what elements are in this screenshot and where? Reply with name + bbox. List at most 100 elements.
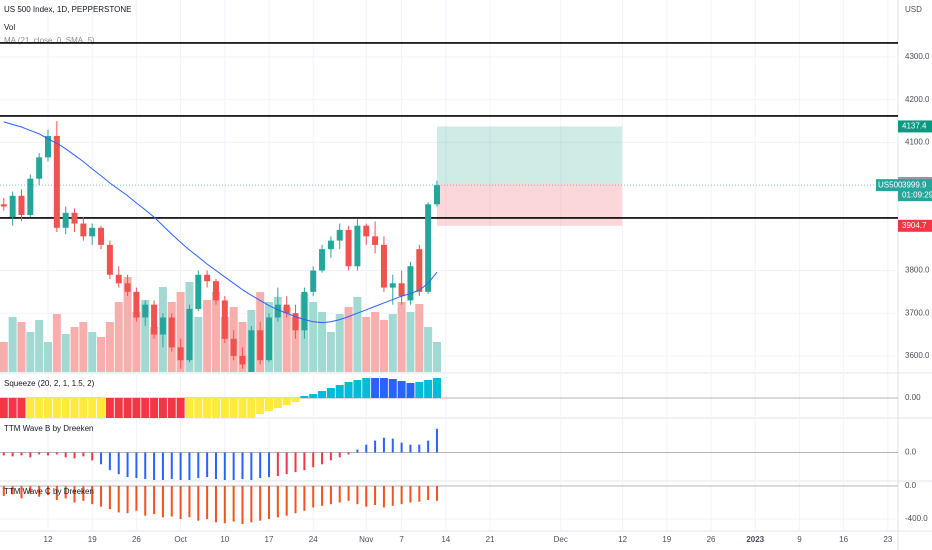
indicator-bar	[176, 398, 185, 418]
indicator-bar	[100, 486, 103, 507]
indicator-bar	[282, 398, 291, 405]
indicator-bar	[194, 398, 203, 418]
candle-body	[416, 249, 423, 292]
indicator-bar	[303, 452, 306, 471]
indicator-bar	[167, 398, 176, 418]
candle-body	[151, 304, 158, 335]
indicator-bar	[276, 452, 279, 477]
volume-bar	[211, 292, 220, 372]
x-tick-label: Nov	[359, 535, 373, 544]
volume-bar	[335, 314, 344, 372]
indicator-bar	[273, 398, 282, 408]
volume-bar	[52, 314, 61, 372]
volume-bar	[203, 300, 212, 372]
indicator-bar	[329, 452, 332, 461]
indicator-bar	[294, 452, 297, 473]
indicator-bar	[268, 452, 271, 478]
volume-bar	[17, 322, 26, 372]
x-tick-label: 19	[88, 535, 97, 544]
volume-bar	[8, 317, 17, 372]
indicator-bar	[38, 486, 41, 497]
indicator-bar	[371, 378, 380, 398]
volume-bar	[79, 322, 88, 372]
indicator-bar	[321, 452, 324, 465]
indicator-bar	[44, 398, 53, 418]
indicator-bar	[108, 486, 111, 510]
pane-title: TTM Wave C by Dreeken	[4, 487, 94, 496]
volume-bar	[424, 327, 433, 372]
indicator-bar	[276, 486, 279, 518]
x-tick-label: 12	[618, 535, 627, 544]
indicator-bar	[105, 398, 114, 418]
position-target-zone	[436, 126, 622, 183]
indicator-bar	[223, 486, 226, 524]
candle-body	[398, 283, 405, 297]
indicator-bar	[347, 452, 350, 455]
symbol-box	[876, 179, 898, 192]
volume-bar	[132, 312, 141, 372]
indicator-bar	[285, 486, 288, 516]
indicator-bar	[374, 486, 377, 505]
candle-body	[89, 227, 96, 237]
indicator-bar	[427, 486, 430, 501]
indicator-bar	[153, 452, 156, 481]
volume-bar	[97, 337, 106, 372]
candle-body	[106, 244, 113, 275]
indicator-bar	[250, 486, 253, 523]
volume-bar	[70, 327, 79, 372]
candle-body	[18, 195, 25, 215]
candle-body	[71, 212, 78, 224]
indicator-bar	[214, 452, 217, 480]
candle-body	[257, 330, 264, 361]
target-label-box	[898, 120, 932, 133]
indicator-bar	[365, 444, 368, 453]
candle-body	[62, 212, 69, 228]
x-tick-label: 24	[309, 535, 318, 544]
candle-body	[433, 185, 440, 205]
indicator-bar	[435, 428, 438, 453]
indicator-bar	[26, 398, 35, 418]
indicator-bar	[400, 442, 403, 453]
indicator-bar	[132, 398, 141, 418]
indicator-bar	[265, 398, 274, 411]
indicator-bar	[214, 486, 217, 523]
indicator-bar	[179, 452, 182, 481]
indicator-bar	[197, 452, 200, 479]
volume-bar	[176, 292, 185, 372]
y-tick-label: 3700.0	[905, 308, 930, 317]
indicator-bar	[38, 452, 41, 455]
axis-unit: USD	[905, 5, 922, 14]
target-label: 4137.4	[902, 122, 927, 131]
last-price-box	[898, 179, 932, 202]
indicator-bar	[294, 486, 297, 514]
volume-bar	[282, 307, 291, 372]
indicator-bar	[108, 452, 111, 471]
symbol-label: US500	[878, 180, 903, 189]
candle-body	[0, 204, 7, 207]
indicator-bar	[365, 486, 368, 507]
candle-body	[195, 274, 202, 309]
indicator-panes	[0, 378, 441, 524]
indicator-bar	[247, 398, 256, 418]
indicator-bar	[55, 452, 58, 455]
indicator-bar	[52, 398, 61, 418]
indicator-bar	[211, 398, 220, 418]
indicator-bar	[29, 486, 32, 494]
indicator-bar	[91, 486, 94, 505]
indicator-bar	[88, 398, 97, 418]
candle-body	[115, 274, 122, 284]
candle-body	[142, 304, 149, 318]
candle-body	[310, 270, 317, 292]
y-tick-label: -400.0	[905, 514, 928, 523]
indicator-bar	[374, 440, 377, 453]
indicator-bar	[432, 378, 441, 398]
candle-body	[212, 281, 219, 301]
indicator-bar	[435, 486, 438, 501]
y-tick-label: 3800.0	[905, 266, 930, 275]
indicator-bar	[135, 452, 138, 479]
indicator-bar	[229, 398, 238, 418]
candle-body	[248, 330, 255, 372]
volume-bar	[379, 320, 388, 372]
indicator-bar	[0, 398, 8, 418]
volume-bar	[105, 322, 114, 372]
